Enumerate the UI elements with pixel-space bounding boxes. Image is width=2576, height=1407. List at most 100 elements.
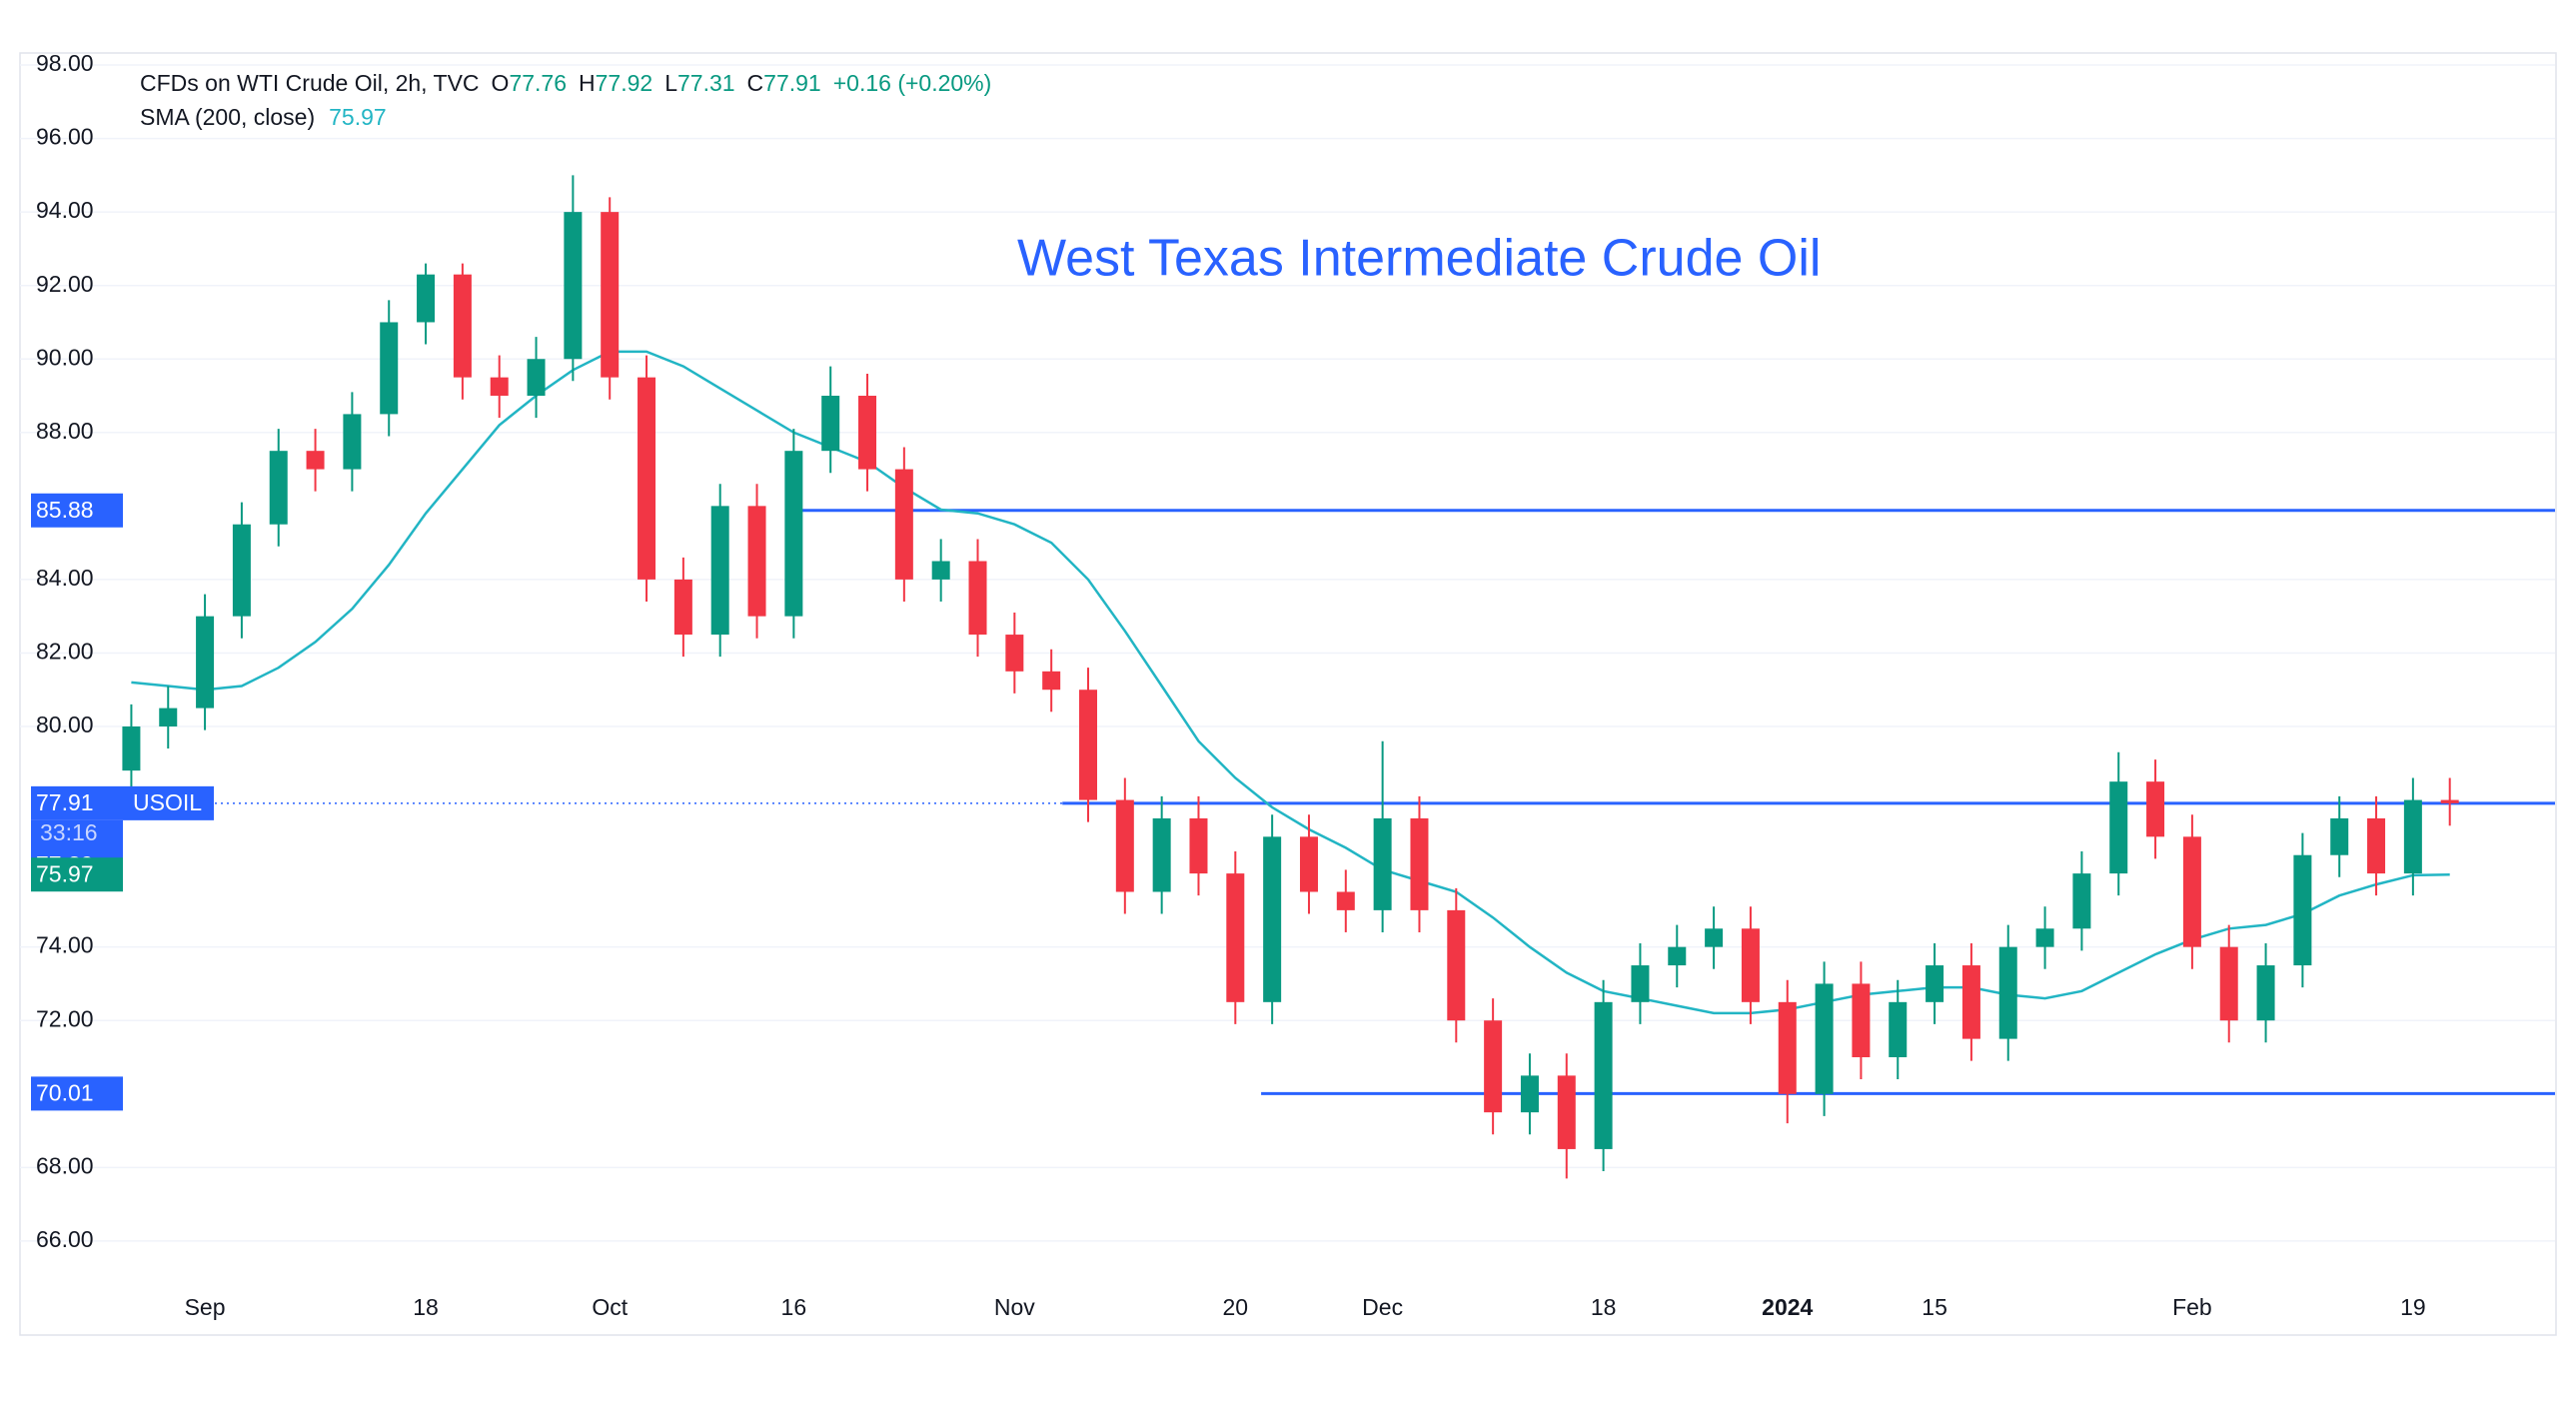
x-tick-label: 2024 [1762, 1294, 1813, 1320]
x-tick-label: Nov [994, 1294, 1035, 1320]
grid [20, 64, 2555, 1242]
candle-body [1226, 873, 1245, 1002]
candle-body [1705, 928, 1724, 947]
candle-body [894, 469, 913, 580]
candle-body [1484, 1020, 1503, 1113]
candle-body [2330, 817, 2349, 855]
candle-body [232, 524, 251, 617]
y-tick-label: 90.00 [36, 344, 94, 370]
y-tick-label: 94.00 [36, 197, 94, 223]
candle-body [821, 396, 840, 452]
y-tick-label: 68.00 [36, 1152, 94, 1178]
candle-body [1042, 671, 1061, 691]
candle-body [1078, 690, 1097, 800]
candle-body [2035, 928, 2054, 947]
candle-body [159, 707, 178, 727]
plot [122, 175, 2555, 1179]
candle-body [2367, 817, 2386, 874]
candle-body [858, 396, 877, 470]
candle-body [343, 414, 362, 470]
candle-body [968, 561, 987, 636]
x-tick-label: Dec [1362, 1294, 1403, 1320]
y-tick-label: 84.00 [36, 565, 94, 591]
candle-body [306, 451, 325, 470]
candle-body [2440, 799, 2459, 803]
price-tag [31, 857, 123, 892]
candle-body [490, 377, 509, 397]
candle-body [1189, 817, 1208, 874]
y-tick-label: 66.00 [36, 1226, 94, 1252]
candle-body [2146, 781, 2165, 837]
candle-body [784, 451, 803, 617]
price-tag-name: USOIL [133, 789, 202, 815]
y-tick-label: 80.00 [36, 711, 94, 737]
countdown: 33:16 [40, 819, 98, 845]
candle-body [1447, 909, 1466, 1021]
candle-body [1889, 1001, 1908, 1057]
candle-body [1594, 1001, 1613, 1149]
candle-body [453, 274, 472, 378]
candle-body [1410, 817, 1429, 910]
candle-body [1961, 965, 1980, 1039]
candle-body [1299, 836, 1318, 892]
legend-ohlc-label: O [492, 70, 510, 96]
candle-body [2182, 836, 2201, 947]
candle-body [196, 616, 215, 708]
candle-body [1373, 817, 1392, 910]
candle-body [1778, 1001, 1797, 1094]
y-tick-label: 72.00 [36, 1005, 94, 1031]
legend-ohlc-value: 77.76 [509, 70, 567, 96]
price-tag [31, 1076, 123, 1111]
y-tick-label: 96.00 [36, 124, 94, 150]
price-tag [31, 785, 214, 820]
candle-body [417, 274, 436, 323]
legend-ohlc-value: 77.31 [677, 70, 735, 96]
legend-ohlc-value: 77.92 [596, 70, 653, 96]
candle-body [1263, 836, 1282, 1002]
candle-body [1631, 965, 1650, 1002]
candle-body [638, 377, 656, 580]
x-tick-label: 18 [413, 1294, 439, 1320]
y-tick-label: 82.00 [36, 639, 94, 665]
legend-indicator: SMA (200, close) 75.97 [140, 104, 387, 130]
legend-indicator-value: 75.97 [329, 104, 387, 130]
y-tick-label: 92.00 [36, 271, 94, 297]
candle-body [564, 212, 583, 360]
candle-body [2403, 799, 2422, 874]
x-tick-label: Sep [185, 1294, 226, 1320]
candle-body [269, 451, 288, 525]
candle-body [1852, 983, 1871, 1057]
candle-body [1926, 965, 1944, 1002]
x-tick-label: 18 [1591, 1294, 1617, 1320]
x-tick-label: Oct [592, 1294, 628, 1320]
candle-body [931, 561, 950, 580]
candle-body [527, 359, 546, 397]
candle-body [2256, 965, 2275, 1021]
candle-body [1520, 1075, 1539, 1113]
candle-body [1557, 1075, 1576, 1149]
candle-body [710, 506, 729, 636]
price-tag-label: 75.97 [36, 860, 94, 886]
y-tick-label: 98.00 [36, 50, 94, 76]
y-tick-label: 88.00 [36, 418, 94, 444]
sma-line [131, 350, 2450, 1015]
x-tick-label: 19 [2400, 1294, 2426, 1320]
candle-body [1741, 928, 1760, 1002]
candle-body [380, 322, 399, 415]
candle-body [1815, 983, 1834, 1094]
candle-body [2072, 873, 2091, 929]
legend-ohlc-label: C [747, 70, 764, 96]
candle-body [1998, 946, 2017, 1039]
candle-body [2293, 854, 2312, 966]
chart-frame [19, 52, 2557, 1336]
x-tick-label: Feb [2172, 1294, 2212, 1320]
candle-body [1115, 799, 1134, 892]
legend-ohlc-value: 77.91 [763, 70, 821, 96]
x-tick-label: 20 [1223, 1294, 1249, 1320]
y-tick-label: 74.00 [36, 932, 94, 958]
legend-ohlc-label: L [664, 70, 677, 96]
candle-body [1152, 817, 1171, 892]
legend-symbol-text: CFDs on WTI Crude Oil, 2h, TVC [140, 70, 480, 96]
legend-indicator-name: SMA (200, close) [140, 104, 315, 130]
